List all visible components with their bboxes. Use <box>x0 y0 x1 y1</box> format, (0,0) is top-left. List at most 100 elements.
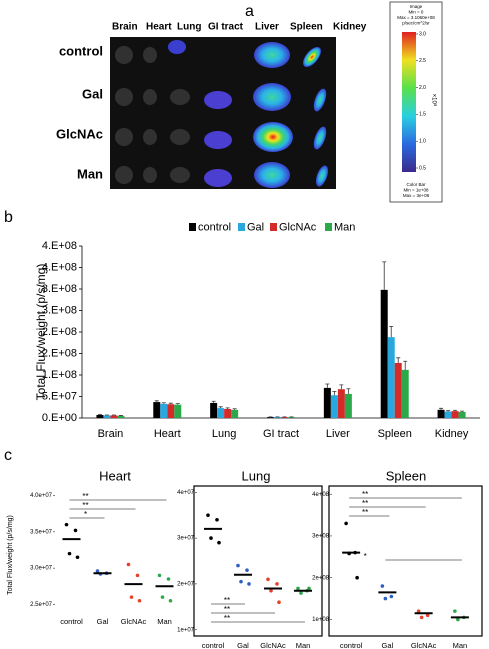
colorbar-info: Max = 3e+08 <box>403 193 430 198</box>
organ-label: Heart <box>146 22 172 33</box>
x-tick-label: control <box>202 641 225 649</box>
x-tick-label: Heart <box>154 428 181 440</box>
y-tick-label: 3e+07 <box>177 536 195 542</box>
data-point <box>419 615 424 620</box>
significance-label: ** <box>224 596 230 605</box>
y-tick-label: 4e+08 <box>312 492 330 498</box>
data-point <box>206 513 210 517</box>
y-tick-label: 1e+07 <box>177 627 195 633</box>
data-point <box>160 595 165 599</box>
data-point <box>73 528 78 533</box>
bar <box>210 402 218 418</box>
y-tick-label: 4.0e+07 <box>30 493 53 499</box>
x-tick-label: GlcNAc <box>411 641 437 649</box>
significance-label: ** <box>224 605 230 614</box>
x-tick-label: Man <box>453 641 468 649</box>
x-tick-label: Gal <box>237 641 249 649</box>
y-axis-title: Total Flux/weight (p/s/mg) <box>7 515 14 595</box>
colorbar-tick-label: 3.0 <box>419 31 426 37</box>
group-label: GlcNAc <box>56 126 103 141</box>
error-bar <box>97 413 102 415</box>
x-tick-label: control <box>60 617 83 626</box>
error-bar <box>325 383 330 388</box>
colorbar-unit: ×10⁸ <box>430 94 437 107</box>
data-point <box>67 551 72 556</box>
legend-swatch <box>238 223 245 231</box>
group-label: control <box>59 43 103 58</box>
group-label: Gal <box>82 86 103 101</box>
data-point <box>389 594 394 599</box>
error-bar <box>332 390 337 396</box>
colorbar-info: Color Bar <box>406 182 426 187</box>
x-tick-label: Liver <box>326 428 350 440</box>
data-point <box>296 586 300 591</box>
data-point <box>217 540 221 545</box>
error-bar <box>396 357 401 363</box>
bar <box>217 408 225 418</box>
x-tick-label: GI tract <box>263 428 299 440</box>
error-bar <box>389 326 394 338</box>
bar <box>401 369 409 418</box>
y-tick-label: 0.E+00 <box>42 412 77 424</box>
organ-label: Brain <box>112 22 138 33</box>
data-point <box>416 609 421 613</box>
bar <box>380 289 388 418</box>
data-point <box>64 522 69 527</box>
colorbar-tick-label: 2.0 <box>419 85 426 91</box>
significance-label: ** <box>82 492 88 501</box>
bar <box>281 417 288 418</box>
data-point <box>266 577 270 582</box>
colorbar-tick-label: 1.0 <box>419 139 426 145</box>
y-tick-label: 4e+07 <box>177 490 195 496</box>
bar <box>451 411 459 418</box>
error-bar <box>453 409 458 412</box>
bar <box>437 409 445 418</box>
legend-swatch <box>325 223 332 231</box>
error-bar <box>154 400 159 403</box>
data-point <box>425 613 430 618</box>
colorbar <box>402 32 416 172</box>
imaging-background <box>110 37 336 189</box>
data-point <box>307 586 311 591</box>
data-point <box>166 577 171 581</box>
x-tick-label: GlcNAc <box>260 641 286 649</box>
signal-blobs <box>168 40 329 188</box>
error-bar <box>339 384 344 390</box>
error-bar <box>168 402 173 405</box>
data-point <box>126 562 131 567</box>
legend-label: control <box>198 221 231 233</box>
legend-swatch <box>189 223 196 231</box>
x-tick-label: GlcNAc <box>121 617 147 626</box>
y-tick-label: 2.E+08 <box>42 326 77 338</box>
organ-silhouettes <box>115 46 190 184</box>
group-label: Man <box>77 166 103 181</box>
organ-label: Kidney <box>333 22 367 33</box>
data-point <box>168 598 173 603</box>
data-point <box>277 600 281 605</box>
organ-label: Spleen <box>290 22 323 33</box>
data-point <box>137 598 142 603</box>
error-bar <box>446 410 451 412</box>
data-point <box>456 617 460 622</box>
data-point <box>344 521 348 526</box>
bar <box>110 415 118 418</box>
bar <box>387 337 395 418</box>
colorbar-tick-label: 2.5 <box>419 58 426 64</box>
panel-label: a <box>245 3 254 20</box>
data-point <box>355 575 359 580</box>
colorbar-info: Min = 0 <box>409 10 424 15</box>
y-axis-title: Total Flux/weight (p/s/mg) <box>34 264 48 401</box>
x-tick-label: Man <box>296 641 311 649</box>
bar <box>344 393 352 418</box>
panel-label: c <box>4 447 12 464</box>
y-tick-label: 1.E+08 <box>42 369 77 381</box>
x-tick-label: Spleen <box>378 428 412 440</box>
error-bar <box>460 410 465 412</box>
y-tick-label: 2.5e+07 <box>30 602 53 608</box>
data-point <box>239 579 243 584</box>
y-tick-label: 1e+08 <box>312 617 330 623</box>
bar <box>231 409 239 418</box>
significance-label: ** <box>362 508 368 517</box>
error-bar <box>225 407 230 409</box>
x-tick-label: Lung <box>212 428 236 440</box>
